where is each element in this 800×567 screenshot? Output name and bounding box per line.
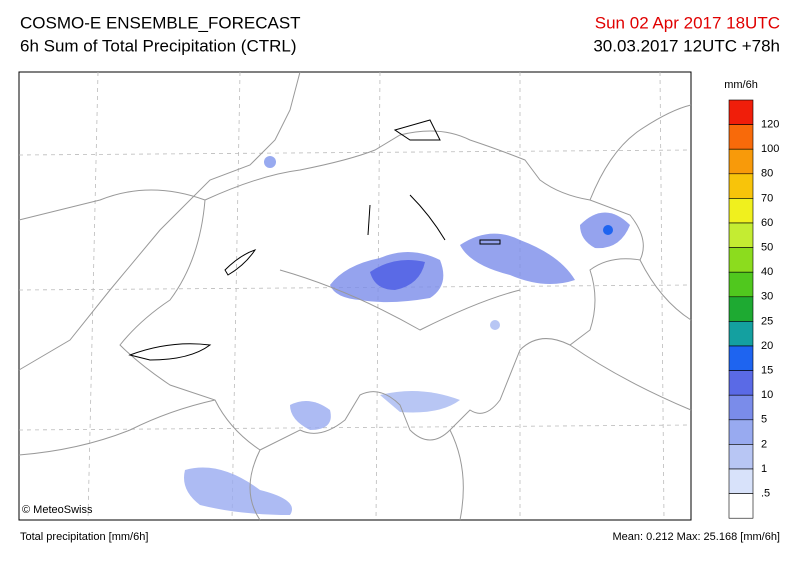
colorbar-box <box>728 444 754 470</box>
run-time: 30.03.2017 12UTC +78h <box>593 36 780 55</box>
colorbar-label: 1 <box>761 463 767 475</box>
colorbar-box <box>728 271 754 298</box>
colorbar-box <box>728 247 754 273</box>
colorbar-label: .5 <box>761 488 770 500</box>
colorbar-box <box>728 370 754 396</box>
precipitation <box>184 156 630 515</box>
colorbar-label: 80 <box>761 168 773 180</box>
colorbar-label: 20 <box>761 340 773 352</box>
colorbar-label: 70 <box>761 192 773 204</box>
subtitle: 6h Sum of Total Precipitation (CTRL) <box>20 36 297 55</box>
valid-time: Sun 02 Apr 2017 18UTC <box>595 13 780 32</box>
colorbar-box <box>728 99 754 125</box>
colorbar-label: 40 <box>761 266 773 278</box>
colorbar-label: 30 <box>761 291 773 303</box>
colorbar: 120 100 80 70 60 50 40 30 25 20 15 10 5 2 1 .5 <box>728 99 779 519</box>
colorbar-box <box>728 296 754 322</box>
colorbar-box <box>728 173 754 199</box>
lakes <box>128 119 501 361</box>
footer-right: Mean: 0.212 Max: 25.168 [mm/6h] <box>612 531 780 543</box>
colorbar-label: 50 <box>761 242 773 254</box>
colorbar-label: 100 <box>761 143 779 155</box>
copyright: © MeteoSwiss <box>22 504 93 516</box>
colorbar-box <box>728 419 754 445</box>
colorbar-box <box>728 321 754 347</box>
colorbar-box <box>728 124 754 150</box>
colorbar-label: 120 <box>761 119 779 131</box>
map: © MeteoSwiss <box>18 71 692 521</box>
colorbar-box <box>728 148 754 175</box>
colorbar-label: 25 <box>761 315 773 327</box>
footer-left: Total precipitation [mm/6h] <box>20 531 148 543</box>
borders <box>18 71 692 521</box>
colorbar-box <box>728 394 754 421</box>
colorbar-label: 10 <box>761 389 773 401</box>
colorbar-label: 2 <box>761 438 767 450</box>
colorbar-label: 60 <box>761 217 773 229</box>
colorbar-box <box>728 222 754 248</box>
colorbar-label: 15 <box>761 365 773 377</box>
colorbar-box <box>728 493 754 519</box>
title: COSMO-E ENSEMBLE_FORECAST <box>20 13 301 32</box>
colorbar-label: 5 <box>761 414 767 426</box>
colorbar-box <box>728 198 754 224</box>
colorbar-box <box>728 468 754 494</box>
colorbar-box <box>728 345 754 371</box>
colorbar-unit: mm/6h <box>724 79 758 91</box>
